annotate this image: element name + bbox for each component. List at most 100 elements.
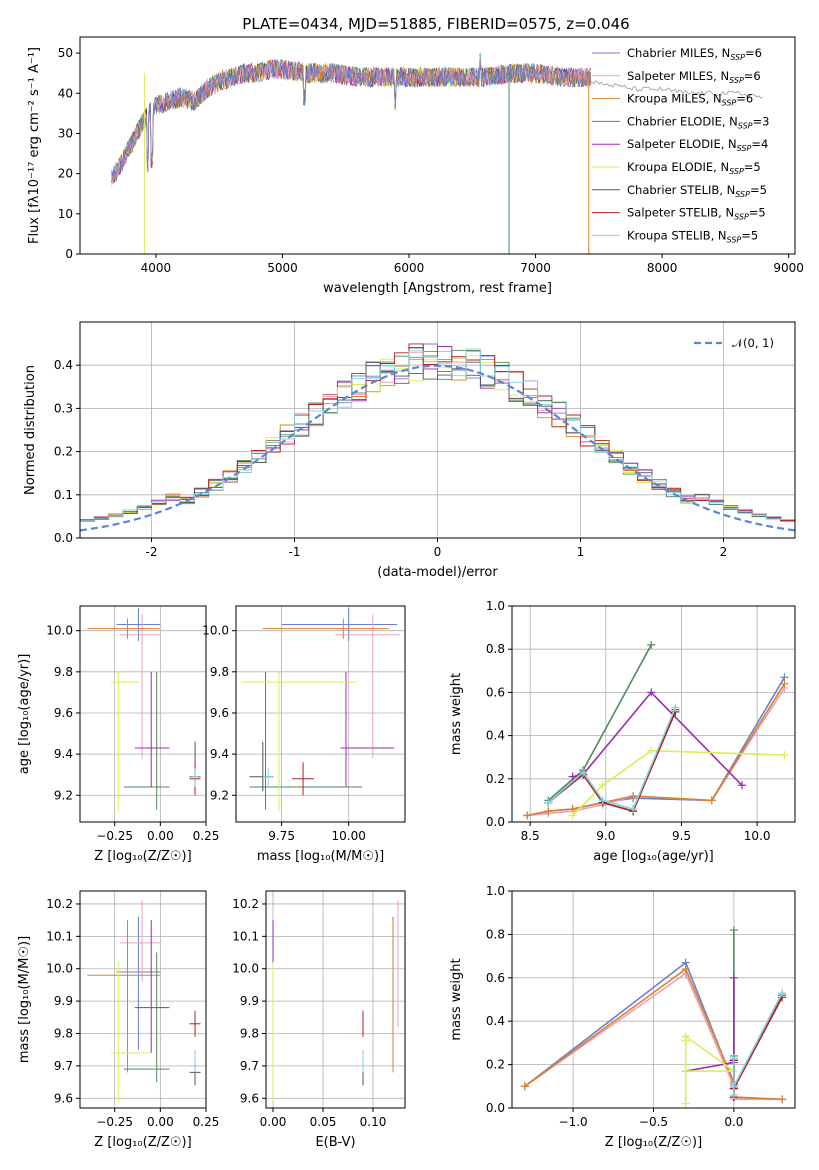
x-tick-label: 4000 bbox=[141, 261, 172, 275]
weight-line-2 bbox=[526, 683, 786, 817]
y-tick-label: 9.4 bbox=[210, 747, 229, 761]
y-tick-label: 0.0 bbox=[54, 531, 73, 545]
weight-marker bbox=[598, 796, 607, 805]
panel-age_vs_Z: −0.25 0.00 0.25 9.2 9.4 9.6 9.8 10.0 Z [log₁₀(Z/… bbox=[17, 605, 220, 864]
y-tick-label: 0.2 bbox=[486, 1058, 505, 1072]
legend-suffix: =6 bbox=[745, 46, 762, 60]
x-tick-label: −1.0 bbox=[559, 1115, 588, 1129]
legend-name: Kroupa STELIB, N bbox=[627, 228, 727, 242]
spectrum-model-extension bbox=[585, 79, 763, 99]
legend-suffix: =5 bbox=[749, 206, 766, 220]
y-tick-label: 0.3 bbox=[54, 401, 73, 415]
plot-area bbox=[80, 891, 206, 1108]
weight-marker bbox=[568, 772, 577, 781]
legend-name: Chabrier STELIB, N bbox=[627, 183, 735, 197]
y-tick-label: 9.2 bbox=[54, 788, 73, 802]
y-tick-label: 0.8 bbox=[486, 642, 505, 656]
spectrum-line-0 bbox=[111, 59, 592, 183]
y-tick-label: 0.1 bbox=[54, 488, 73, 502]
weight-marker bbox=[647, 640, 656, 649]
legend-entry: Chabrier MILES, NSSP=6 bbox=[627, 46, 762, 62]
legend-subscript: SSP bbox=[735, 190, 750, 199]
legend-entry: Salpeter ELODIE, NSSP=4 bbox=[627, 137, 768, 153]
legend-suffix: =6 bbox=[744, 69, 761, 83]
axes-frame bbox=[79, 36, 796, 255]
y-tick-label: 0 bbox=[65, 247, 73, 261]
y-tick-label: 9.9 bbox=[54, 994, 73, 1008]
weight-marker bbox=[778, 988, 787, 997]
y-tick-label: 0.0 bbox=[486, 1101, 505, 1115]
panel-residuals: -2 -1 0 1 2 0.0 0.1 0.2 0.3 0.4 (data-model)/error… bbox=[23, 321, 796, 580]
weight-marker bbox=[729, 973, 738, 982]
weight-marker bbox=[738, 781, 747, 790]
legend-suffix: =6 bbox=[736, 92, 753, 106]
plot-area bbox=[266, 891, 405, 1108]
legend-entry: Salpeter MILES, NSSP=6 bbox=[627, 69, 761, 85]
legend-subscript: SSP bbox=[730, 53, 745, 62]
y-axis-label: mass weight bbox=[449, 673, 464, 755]
legend-subscript: SSP bbox=[722, 99, 737, 108]
y-tick-label: 10.0 bbox=[46, 624, 73, 638]
x-tick-label: 0.00 bbox=[260, 1115, 287, 1129]
legend-entry: Kroupa ELODIE, NSSP=5 bbox=[627, 160, 761, 176]
panel-age_vs_mass: 9.75 10.00 9.2 9.4 9.6 9.8 10.0 mass [log₁₀(M/M… bbox=[202, 605, 406, 864]
legend-subscript: SSP bbox=[729, 167, 744, 176]
figure-title: PLATE=0434, MJD=51885, FIBERID=0575, z=0… bbox=[242, 15, 629, 33]
y-tick-label: 10.2 bbox=[232, 897, 259, 911]
y-tick-label: 0.0 bbox=[486, 815, 505, 829]
y-tick-label: 10.1 bbox=[46, 929, 73, 943]
weight-line-4 bbox=[572, 691, 743, 786]
plot-area bbox=[236, 606, 405, 822]
weight-line-8 bbox=[733, 992, 783, 1095]
x-axis-label: Z [log₁₀(Z/Z☉)] bbox=[605, 1135, 702, 1150]
y-tick-label: 30 bbox=[58, 126, 73, 140]
x-tick-label: 10.00 bbox=[331, 829, 365, 843]
x-tick-label: 2 bbox=[720, 545, 728, 559]
plot-area bbox=[512, 891, 795, 1108]
weight-marker bbox=[647, 746, 656, 755]
weight-marker bbox=[520, 1082, 529, 1091]
legend-entry: Kroupa STELIB, NSSP=5 bbox=[627, 228, 758, 244]
x-tick-label: 0.25 bbox=[193, 1115, 220, 1129]
normal-curve bbox=[80, 364, 795, 532]
x-tick-label: 0.25 bbox=[193, 829, 220, 843]
weight-marker bbox=[729, 1054, 738, 1063]
y-tick-label: 9.6 bbox=[54, 706, 73, 720]
weight-marker bbox=[729, 1090, 738, 1099]
legend-entry: Chabrier ELODIE, NSSP=3 bbox=[627, 114, 769, 130]
x-tick-label: 5000 bbox=[267, 261, 298, 275]
x-tick-label: 0 bbox=[434, 545, 442, 559]
x-tick-label: -1 bbox=[289, 545, 301, 559]
x-tick-label: 0.00 bbox=[147, 1115, 174, 1129]
x-axis-label: wavelength [Angstrom, rest frame] bbox=[323, 281, 552, 296]
y-tick-label: 9.6 bbox=[240, 1091, 259, 1105]
legend-name: Chabrier MILES, N bbox=[627, 46, 730, 60]
y-tick-label: 0.4 bbox=[54, 358, 73, 372]
y-tick-label: 50 bbox=[58, 46, 73, 60]
y-tick-label: 10.0 bbox=[46, 962, 73, 976]
weight-marker bbox=[671, 703, 680, 712]
panel-spectrum: 4000 5000 6000 7000 8000 9000 0 10 20 30 40 50 wavel… bbox=[27, 36, 804, 296]
panels: 4000 5000 6000 7000 8000 900001020304050wavel… bbox=[17, 36, 804, 1150]
weight-line-7 bbox=[547, 711, 677, 813]
weight-marker bbox=[780, 679, 789, 688]
y-tick-label: 40 bbox=[58, 86, 73, 100]
y-tick-label: 9.4 bbox=[54, 747, 73, 761]
weight-line-5 bbox=[571, 749, 785, 817]
x-tick-label: −0.25 bbox=[96, 829, 133, 843]
axes-frame bbox=[511, 605, 796, 823]
y-tick-label: 10.2 bbox=[46, 897, 73, 911]
y-tick-label: 0.2 bbox=[54, 445, 73, 459]
legend-name: Salpeter STELIB, N bbox=[627, 206, 734, 220]
x-tick-label: 9.75 bbox=[268, 829, 295, 843]
y-axis-label: mass weight bbox=[449, 958, 464, 1040]
y-tick-label: 0.8 bbox=[486, 927, 505, 941]
axes-frame bbox=[79, 605, 207, 823]
weight-marker bbox=[681, 1036, 690, 1045]
y-tick-label: 9.2 bbox=[210, 788, 229, 802]
y-axis-label: mass [log₁₀(M/M☉)] bbox=[17, 936, 32, 1063]
axes-frame bbox=[79, 890, 207, 1109]
legend-subscript: SSP bbox=[734, 213, 749, 222]
y-tick-label: 9.7 bbox=[240, 1059, 259, 1073]
x-axis-label: Z [log₁₀(Z/Z☉)] bbox=[94, 1135, 191, 1150]
